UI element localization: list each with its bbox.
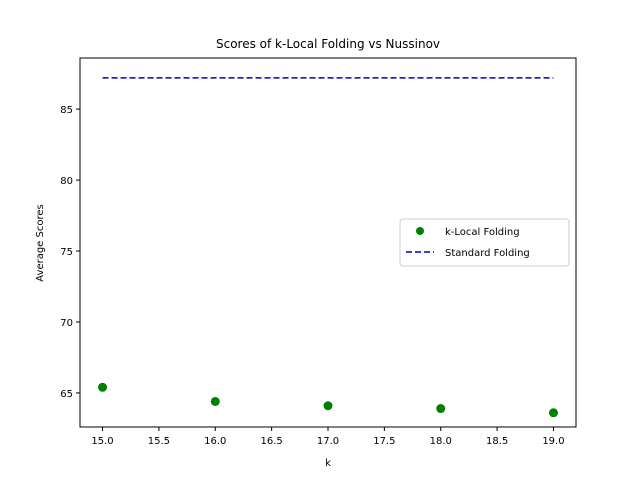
legend-box — [399, 218, 570, 267]
x-axis-ticks: 15.0 15.5 16.0 16.5 17.0 17.5 18.0 18.5 19.0 — [91, 427, 565, 447]
y-tick-label: 85 — [60, 105, 73, 116]
x-tick-label: 17.5 — [373, 436, 395, 447]
data-point-k-local-folding — [98, 382, 108, 392]
data-point-k-local-folding — [548, 408, 558, 418]
x-tick-label: 15.5 — [148, 436, 170, 447]
y-tick-label: 65 — [60, 389, 73, 400]
x-tick-label: 19.0 — [542, 436, 564, 447]
y-tick-label: 70 — [60, 318, 73, 329]
legend-label-k-local-folding: k-Local Folding — [445, 227, 520, 238]
chart-title: Scores of k-Local Folding vs Nussinov — [216, 37, 440, 51]
x-tick-label: 16.5 — [261, 436, 283, 447]
x-tick-label: 18.5 — [486, 436, 508, 447]
y-axis-label: Average Scores — [35, 204, 46, 281]
x-tick-label: 17.0 — [317, 436, 339, 447]
x-tick-label: 18.0 — [430, 436, 452, 447]
data-point-k-local-folding — [436, 404, 446, 414]
data-point-k-local-folding — [323, 401, 333, 411]
x-axis-label: k — [325, 458, 331, 469]
legend-label-standard-folding: Standard Folding — [445, 248, 530, 259]
y-tick-label: 75 — [60, 247, 73, 258]
data-point-k-local-folding — [210, 396, 220, 406]
y-axis-ticks: 65 70 75 80 85 — [60, 105, 80, 400]
legend: k-Local Folding Standard Folding — [399, 218, 570, 267]
x-tick-label: 15.0 — [91, 436, 113, 447]
legend-marker-k-local-folding — [416, 227, 424, 235]
plot-marks — [98, 77, 558, 418]
x-tick-label: 16.0 — [204, 436, 226, 447]
y-tick-label: 80 — [60, 176, 73, 187]
